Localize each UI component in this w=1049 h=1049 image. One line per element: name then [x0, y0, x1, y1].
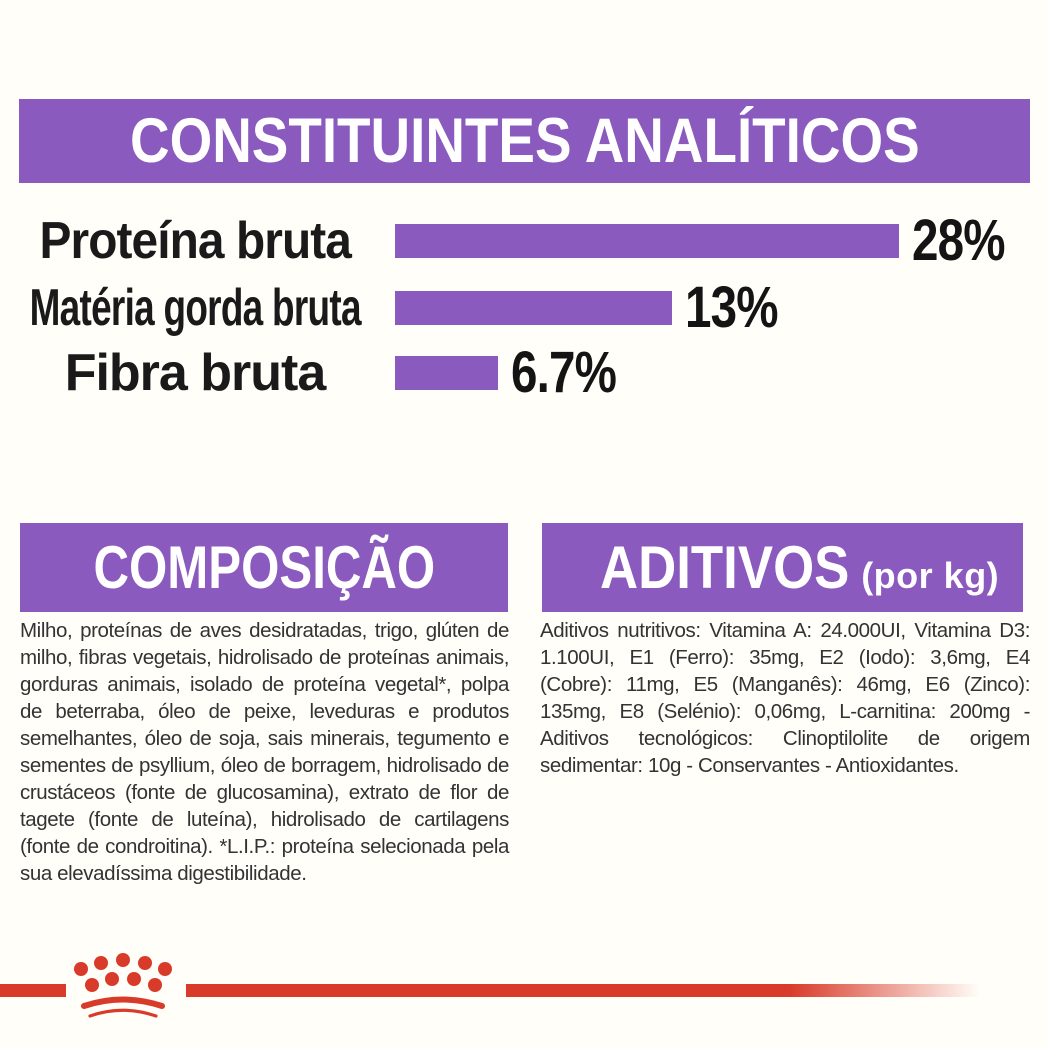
chart-row-crude-protein: Proteína bruta 28%	[0, 212, 1049, 270]
bar-crude-fibre	[395, 356, 498, 390]
additives-banner: ADITIVOS (por kg)	[542, 523, 1023, 612]
additives-title-group: ADITIVOS (por kg)	[566, 533, 1000, 601]
category-label-crude-fibre: Fibra bruta	[64, 344, 327, 402]
value-crude-fibre: 6.7%	[511, 340, 617, 405]
composition-body: Milho, proteínas de aves desidratadas, t…	[20, 619, 509, 885]
value-crude-protein: 28%	[912, 208, 1006, 273]
red-line-left-segment	[0, 984, 66, 997]
additives-title: ADITIVOS	[599, 533, 850, 601]
chart-row-crude-fibre: Fibra bruta 6.7%	[0, 344, 1049, 402]
category-label-box: Matéria gorda bruta	[0, 282, 390, 334]
analytical-constituents-banner: CONSTITUINTES ANALÍTICOS	[19, 99, 1030, 183]
bar-crude-fat	[395, 291, 672, 325]
category-label-crude-fat: Matéria gorda bruta	[29, 279, 361, 337]
analytical-constituents-title: CONSTITUINTES ANALÍTICOS	[129, 105, 920, 176]
category-label-box: Proteína bruta	[0, 215, 390, 267]
value-crude-fat: 13%	[685, 275, 779, 340]
additives-subtitle: (por kg)	[861, 554, 1000, 596]
category-label-crude-protein: Proteína bruta	[39, 212, 351, 270]
composition-banner: COMPOSIÇÃO	[20, 523, 508, 612]
chart-row-crude-fat: Matéria gorda bruta 13%	[0, 279, 1049, 337]
bar-crude-protein	[395, 224, 899, 258]
additives-body: Aditivos nutritivos: Vitamina A: 24.000U…	[540, 619, 1030, 777]
category-label-box: Fibra bruta	[0, 347, 390, 399]
royal-canin-crown-logo	[74, 953, 172, 1018]
red-line-right-segment	[186, 984, 1049, 997]
composition-title: COMPOSIÇÃO	[93, 533, 435, 601]
